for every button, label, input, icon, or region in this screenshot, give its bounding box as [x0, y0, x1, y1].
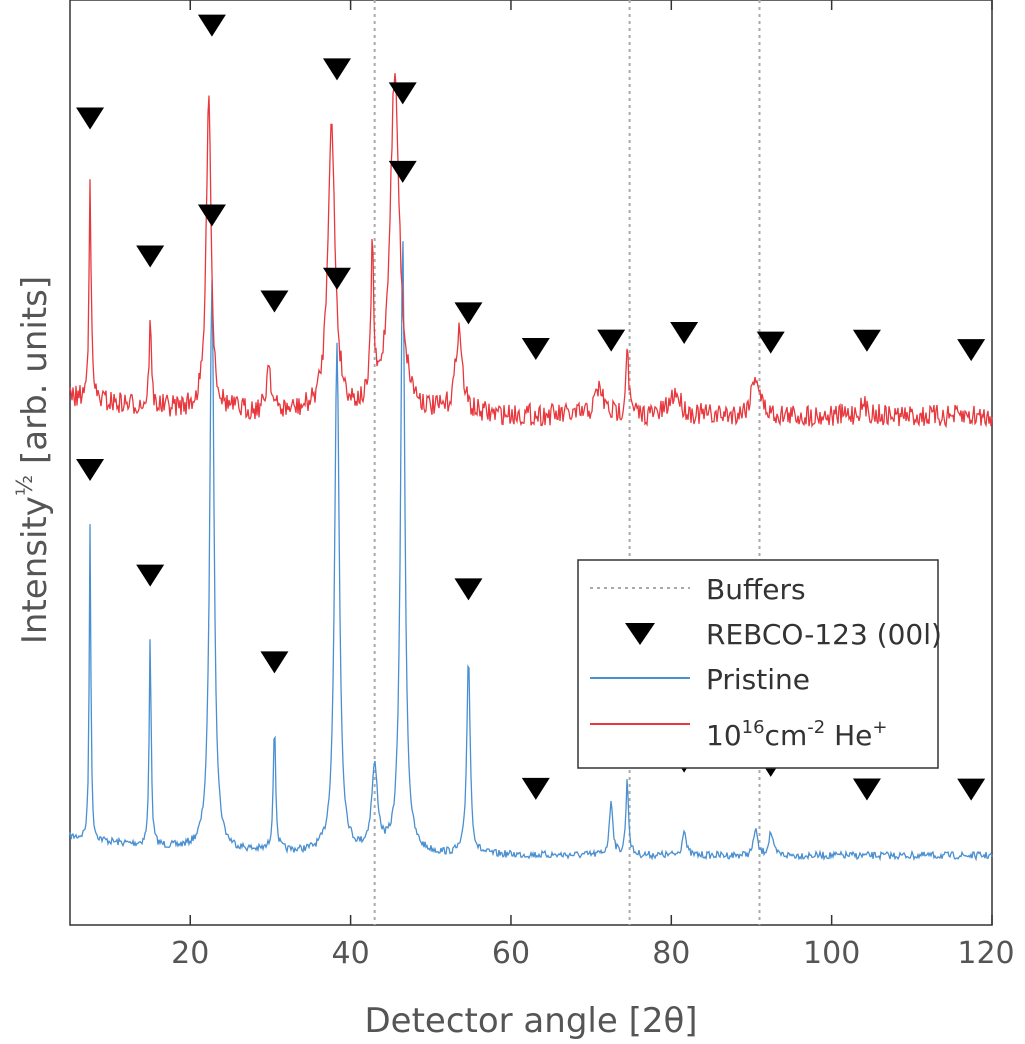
rebco-marker-s1-2: [197, 14, 226, 37]
rebco-marker-s1-8: [597, 329, 626, 352]
y-axis-label: Intensity½ [arb. units]: [13, 276, 55, 644]
rebco-marker-s1-0: [76, 107, 105, 130]
legend-pristine-label: Pristine: [706, 663, 810, 696]
rebco-marker-s1-3: [260, 290, 289, 313]
legend-irradiated-sup2: -2: [807, 717, 825, 738]
x-tick-label-2: 60: [492, 936, 530, 971]
x-axis-ticks: 20 40 60 80 100 120: [171, 0, 1015, 971]
legend-rebco-swatch: [625, 623, 655, 645]
y-axis-label-unit: [arb. units]: [15, 276, 55, 475]
rebco-peak-markers: [76, 14, 986, 801]
rebco-marker-s0-6: [454, 578, 483, 601]
rebco-marker-s1-9: [670, 322, 699, 345]
series-0: [69, 241, 993, 862]
rebco-marker-s0-5: [388, 160, 417, 183]
rebco-marker-s1-5: [388, 82, 417, 105]
legend-irradiated-sup3: +: [872, 717, 887, 738]
x-tick-label-1: 40: [332, 936, 370, 971]
legend-irradiated-sup1: 16: [742, 717, 765, 738]
rebco-marker-s0-11: [852, 778, 881, 801]
series-1: [69, 73, 993, 429]
rebco-marker-s0-1: [136, 564, 165, 587]
x-tick-label-5: 120: [957, 936, 1014, 971]
rebco-marker-s1-7: [521, 338, 550, 361]
rebco-marker-s1-10: [756, 331, 785, 354]
legend: Buffers REBCO-123 (00l) Pristine 1016cm-…: [577, 559, 942, 769]
x-tick-label-4: 100: [803, 936, 860, 971]
legend-box: [577, 559, 939, 769]
buffer-lines-group: [373, 0, 761, 925]
legend-rebco-label: REBCO-123 (00l): [706, 618, 942, 651]
rebco-marker-s1-4: [322, 58, 351, 81]
rebco-marker-s1-6: [454, 302, 483, 325]
plot-frame: [69, 0, 993, 926]
rebco-marker-s0-4: [322, 267, 351, 290]
x-axis-label: Detector angle [2θ]: [364, 1001, 697, 1041]
rebco-marker-s1-12: [957, 339, 986, 362]
rebco-marker-s0-12: [957, 778, 986, 801]
legend-buffers-label: Buffers: [706, 573, 806, 606]
rebco-marker-s0-2: [197, 204, 226, 227]
legend-irradiated-label: 1016cm-2 He+: [706, 717, 887, 752]
rebco-marker-s0-7: [521, 777, 550, 800]
y-axis-label-exponent: ½: [13, 475, 38, 496]
rebco-marker-s1-1: [136, 245, 165, 268]
series-group: [69, 73, 993, 862]
rebco-marker-s1-11: [852, 329, 881, 352]
rebco-marker-s0-0: [76, 459, 105, 482]
x-tick-label-3: 80: [652, 936, 690, 971]
rebco-marker-s0-3: [260, 651, 289, 674]
x-tick-label-0: 20: [171, 936, 209, 971]
